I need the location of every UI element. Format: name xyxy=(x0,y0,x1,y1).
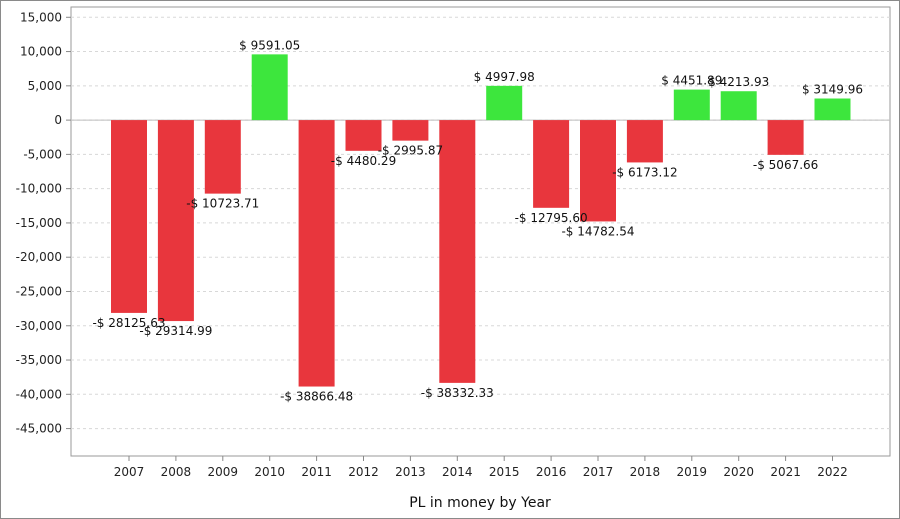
x-tick-label: 2021 xyxy=(770,465,801,479)
bar-2017 xyxy=(580,120,616,222)
data-labels: -$ 28125.63-$ 29314.99 -$ 10723.71 $ 9591.… xyxy=(92,38,863,403)
bar-2007 xyxy=(111,120,147,313)
bar-2020 xyxy=(720,91,757,121)
y-tick-label: 0 xyxy=(54,113,62,127)
bar-2019 xyxy=(673,89,710,121)
x-tick-label: 2015 xyxy=(489,465,520,479)
y-tick-label: -5,000 xyxy=(23,147,62,161)
y-tick-label: 15,000 xyxy=(20,10,62,24)
x-tick-label: 2009 xyxy=(208,465,239,479)
data-label: -$ 4480.29 xyxy=(331,154,396,168)
y-tick-label: 5,000 xyxy=(28,79,62,93)
y-tick-label: 10,000 xyxy=(20,45,62,59)
data-label: $ 4997.98 xyxy=(474,70,535,84)
x-tick-label: 2012 xyxy=(348,465,379,479)
bars xyxy=(111,54,851,387)
data-label: -$ 28125.63 xyxy=(92,316,165,330)
x-tick-label: 2017 xyxy=(583,465,614,479)
data-label: -$ 12795.60 xyxy=(515,211,588,225)
bar-2011 xyxy=(298,120,335,387)
x-tick-label: 2016 xyxy=(536,465,567,479)
y-tick-label: -15,000 xyxy=(16,216,62,230)
bar-2013 xyxy=(392,120,429,141)
data-label: -$ 6173.12 xyxy=(612,165,677,179)
x-axis-title: PL in money by Year xyxy=(409,495,551,511)
y-tick-label: -40,000 xyxy=(16,387,62,401)
x-axis-ticks: 2007 2008 2009 2010 2011 2012 2013 2014 2015 2016… xyxy=(114,456,848,479)
bar-2014 xyxy=(439,120,476,383)
y-tick-label: -10,000 xyxy=(16,182,62,196)
y-tick-label: -30,000 xyxy=(16,319,62,333)
y-tick-label: -35,000 xyxy=(16,353,62,367)
x-tick-label: 2011 xyxy=(301,465,332,479)
x-tick-label: 2019 xyxy=(677,465,708,479)
data-label: $ 4451.89 xyxy=(661,74,722,88)
x-tick-label: 2007 xyxy=(114,465,145,479)
data-label: -$ 5067.66 xyxy=(753,158,818,172)
x-tick-label: 2010 xyxy=(254,465,285,479)
y-tick-label: -45,000 xyxy=(16,422,62,436)
y-tick-label: -20,000 xyxy=(16,250,62,264)
y-axis-ticks: 15,000 10,000 5,000 0 -5,000 -10,000 -15,000 -2… xyxy=(16,10,71,436)
plot-area xyxy=(70,6,891,457)
data-label: -$ 10723.71 xyxy=(186,197,259,211)
bar-2008 xyxy=(157,120,194,322)
data-label: $ 9591.05 xyxy=(239,38,300,52)
x-tick-label: 2018 xyxy=(630,465,661,479)
bar-2012 xyxy=(345,120,382,151)
data-label: -$ 14782.54 xyxy=(561,224,634,238)
data-label: -$ 38866.48 xyxy=(280,390,353,404)
x-tick-label: 2022 xyxy=(817,465,848,479)
bar-2022 xyxy=(814,98,851,121)
data-label: $ 3149.96 xyxy=(802,83,863,97)
x-tick-label: 2008 xyxy=(161,465,192,479)
x-tick-label: 2013 xyxy=(395,465,426,479)
bar-2016 xyxy=(533,120,570,208)
y-tick-label: -25,000 xyxy=(16,284,62,298)
data-label: -$ 2995.87 xyxy=(378,144,443,158)
bar-2015 xyxy=(486,85,523,121)
bar-2010 xyxy=(251,54,288,121)
bar-2021 xyxy=(767,120,804,155)
bar-2009 xyxy=(204,120,241,194)
bar-2018 xyxy=(626,120,663,163)
data-label: -$ 38332.33 xyxy=(421,386,494,400)
data-label: $ 4213.93 xyxy=(708,75,769,89)
x-tick-label: 2014 xyxy=(442,465,473,479)
data-label: -$ 29314.99 xyxy=(139,324,212,338)
x-tick-label: 2020 xyxy=(723,465,754,479)
